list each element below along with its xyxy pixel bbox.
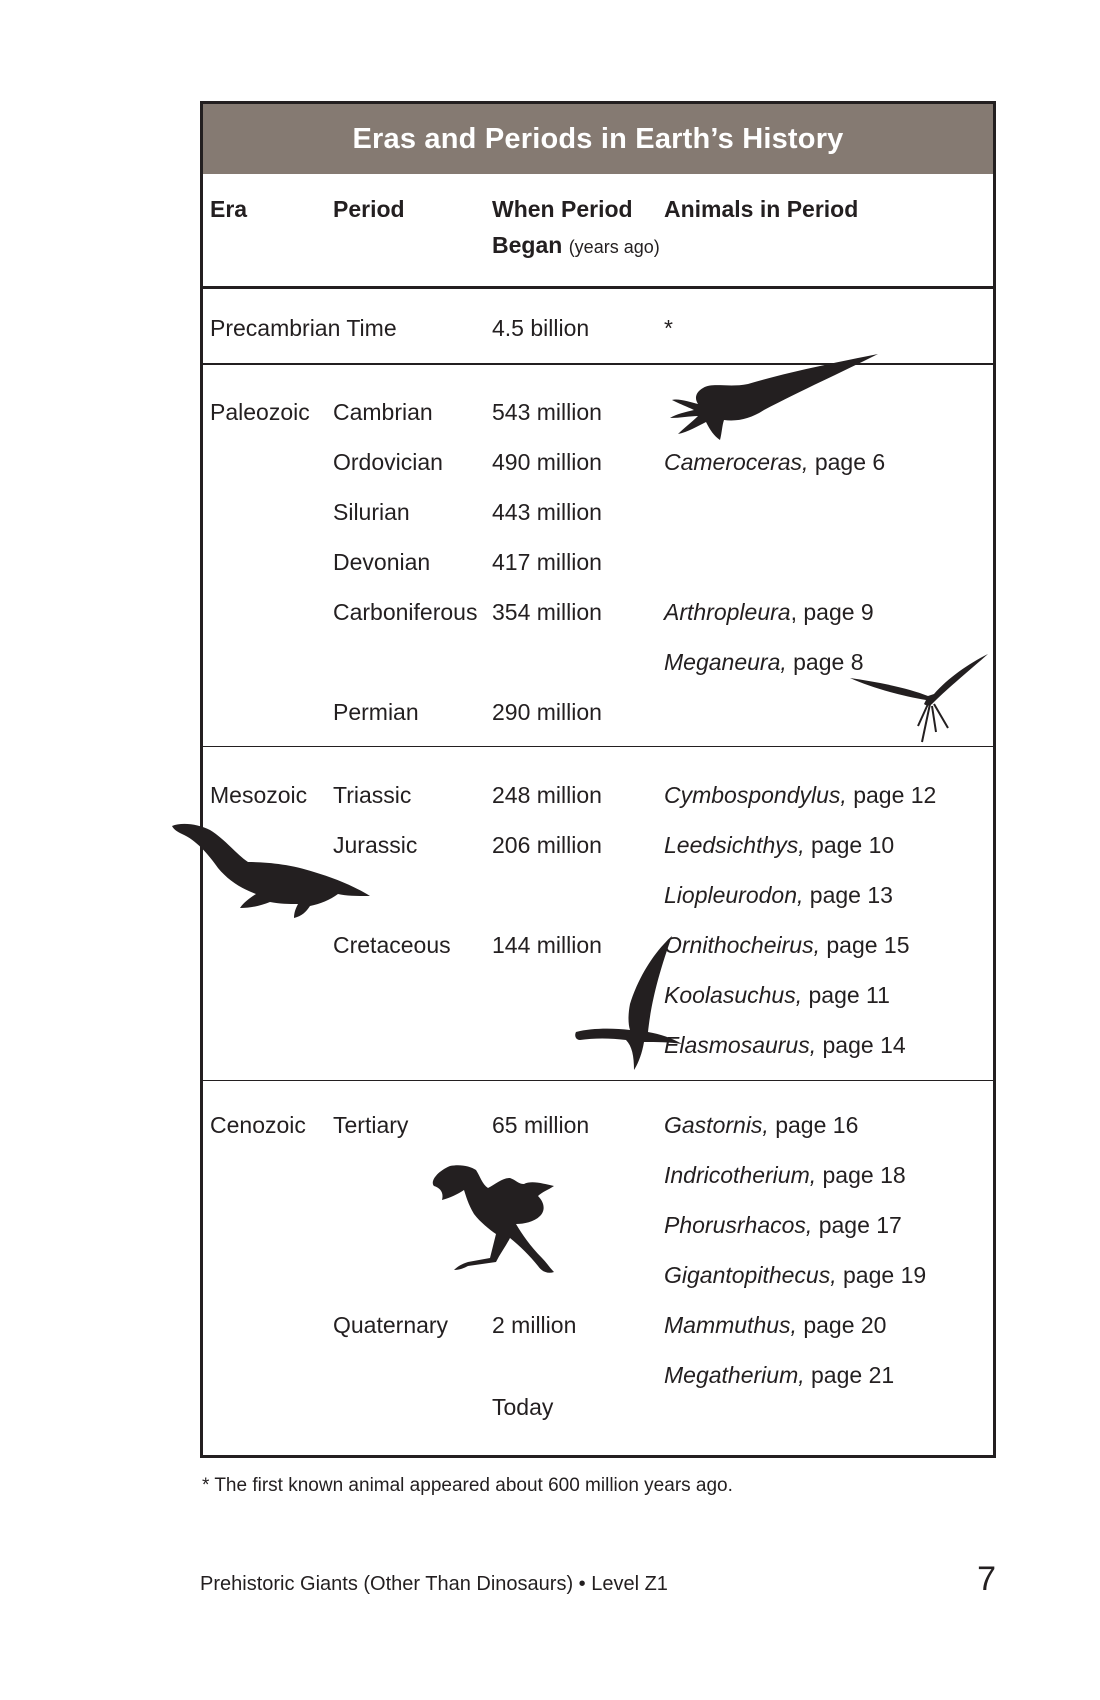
today-label: Today bbox=[492, 1394, 554, 1420]
animal-page: page 8 bbox=[786, 649, 864, 675]
animal-name: Arthropleura bbox=[664, 599, 791, 625]
animal-name: Gigantopithecus, bbox=[664, 1262, 837, 1288]
row-divider bbox=[203, 1080, 993, 1081]
animal-name: Cymbospondylus, bbox=[664, 782, 847, 808]
period-name: Devonian bbox=[333, 549, 431, 575]
animal-entry: Gigantopithecus, page 19 bbox=[664, 1264, 926, 1287]
animal-entry: Cymbospondylus, page 12 bbox=[664, 784, 936, 807]
header-divider bbox=[203, 286, 993, 289]
animal-page: page 10 bbox=[804, 832, 895, 858]
period-name: Jurassic bbox=[333, 832, 418, 858]
period-began: 417 million bbox=[492, 549, 602, 575]
animal-entry: Gastornis, page 16 bbox=[664, 1114, 858, 1137]
animal-name: Mammuthus, bbox=[664, 1312, 797, 1338]
meganeura-silhouette bbox=[850, 654, 988, 743]
animal-page: page 19 bbox=[836, 1262, 927, 1288]
period-began: 2 million bbox=[492, 1312, 577, 1338]
animal-page: page 17 bbox=[812, 1212, 902, 1238]
animal-name: Elasmosaurus, bbox=[664, 1032, 817, 1058]
era-cenozoic: Cenozoic bbox=[210, 1112, 306, 1138]
precambrian-label: Precambrian Time bbox=[210, 315, 397, 341]
era-paleozoic: Paleozoic bbox=[210, 399, 310, 425]
animal-entry: Liopleurodon, page 13 bbox=[664, 884, 893, 907]
precambrian-began: 4.5 billion bbox=[492, 315, 590, 341]
period-name: Quaternary bbox=[333, 1312, 449, 1338]
header-when-line1: When Period bbox=[492, 196, 633, 222]
period-name: Carboniferous bbox=[333, 599, 478, 625]
page-number: 7 bbox=[977, 1560, 996, 1598]
animal-name: Indricotherium, bbox=[664, 1162, 817, 1188]
header-period: Period bbox=[333, 196, 405, 222]
eras-table: Eras and Periods in Earth’s History Era … bbox=[200, 101, 996, 1458]
header-when-unit: (years ago) bbox=[568, 237, 660, 257]
period-name: Ordovician bbox=[333, 449, 443, 475]
period-began: 490 million bbox=[492, 449, 602, 475]
animal-name: Cameroceras, bbox=[664, 449, 809, 475]
row-divider bbox=[203, 363, 993, 365]
animal-entry: Cameroceras, page 6 bbox=[664, 451, 885, 474]
row-divider bbox=[203, 746, 993, 747]
animal-name: Phorusrhacos, bbox=[664, 1212, 813, 1238]
animal-name: Ornithocheirus, bbox=[664, 932, 820, 958]
animal-entry: Megatherium, page 21 bbox=[664, 1364, 894, 1387]
pterosaur-silhouette bbox=[575, 936, 682, 1070]
period-began: 543 million bbox=[492, 399, 602, 425]
animal-entry: Elasmosaurus, page 14 bbox=[664, 1034, 906, 1057]
animal-entry: Arthropleura, page 9 bbox=[664, 601, 874, 624]
animal-name: Leedsichthys, bbox=[664, 832, 805, 858]
footnote: * The first known animal appeared about … bbox=[202, 1475, 733, 1496]
header-era: Era bbox=[210, 196, 248, 222]
animal-page: page 13 bbox=[803, 882, 893, 908]
period-name: Permian bbox=[333, 699, 419, 725]
precambrian-animals: * bbox=[664, 315, 673, 341]
table-title: Eras and Periods in Earth’s History bbox=[203, 104, 993, 174]
animal-name: Koolasuchus, bbox=[664, 982, 803, 1008]
animal-page: page 21 bbox=[804, 1362, 895, 1388]
animal-name: Gastornis, bbox=[664, 1112, 769, 1138]
animal-entry: Indricotherium, page 18 bbox=[664, 1164, 906, 1187]
animal-page: page 20 bbox=[796, 1312, 887, 1338]
period-began: 206 million bbox=[492, 832, 602, 858]
animal-page: , page 9 bbox=[790, 599, 874, 625]
header-animals: Animals in Period bbox=[664, 196, 859, 222]
animal-page: page 12 bbox=[846, 782, 937, 808]
period-began: 290 million bbox=[492, 699, 602, 725]
era-mesozoic: Mesozoic bbox=[210, 782, 308, 808]
period-began: 144 million bbox=[492, 932, 602, 958]
animal-page: page 16 bbox=[768, 1112, 859, 1138]
animal-entry: Koolasuchus, page 11 bbox=[664, 984, 890, 1007]
animal-name: Meganeura, bbox=[664, 649, 787, 675]
period-name: Cretaceous bbox=[333, 932, 451, 958]
header-when-line2-wrap: Began (years ago) bbox=[492, 234, 660, 257]
animal-page: page 11 bbox=[802, 982, 890, 1008]
period-name: Triassic bbox=[333, 782, 412, 808]
period-began: 65 million bbox=[492, 1112, 590, 1138]
liopleurodon-silhouette bbox=[172, 823, 370, 918]
period-name: Cambrian bbox=[333, 399, 433, 425]
animal-page: page 15 bbox=[819, 932, 910, 958]
animal-entry: Meganeura, page 8 bbox=[664, 651, 864, 674]
animal-name: Liopleurodon, bbox=[664, 882, 804, 908]
animal-entry: Ornithocheirus, page 15 bbox=[664, 934, 910, 957]
gastornis-silhouette bbox=[432, 1165, 554, 1273]
animal-entry: Leedsichthys, page 10 bbox=[664, 834, 894, 857]
footer-book-title: Prehistoric Giants (Other Than Dinosaurs… bbox=[200, 1573, 668, 1595]
animal-entry: Mammuthus, page 20 bbox=[664, 1314, 886, 1337]
cameroceras-silhouette bbox=[670, 354, 878, 440]
animal-page: page 18 bbox=[816, 1162, 906, 1188]
header-when-line2: Began bbox=[492, 232, 563, 258]
animal-page: page 6 bbox=[808, 449, 886, 475]
animal-page: page 14 bbox=[816, 1032, 906, 1058]
period-name: Silurian bbox=[333, 499, 410, 525]
animal-entry: Phorusrhacos, page 17 bbox=[664, 1214, 902, 1237]
period-name: Tertiary bbox=[333, 1112, 409, 1138]
period-began: 354 million bbox=[492, 599, 602, 625]
period-began: 248 million bbox=[492, 782, 602, 808]
period-began: 443 million bbox=[492, 499, 602, 525]
animal-name: Megatherium, bbox=[664, 1362, 805, 1388]
